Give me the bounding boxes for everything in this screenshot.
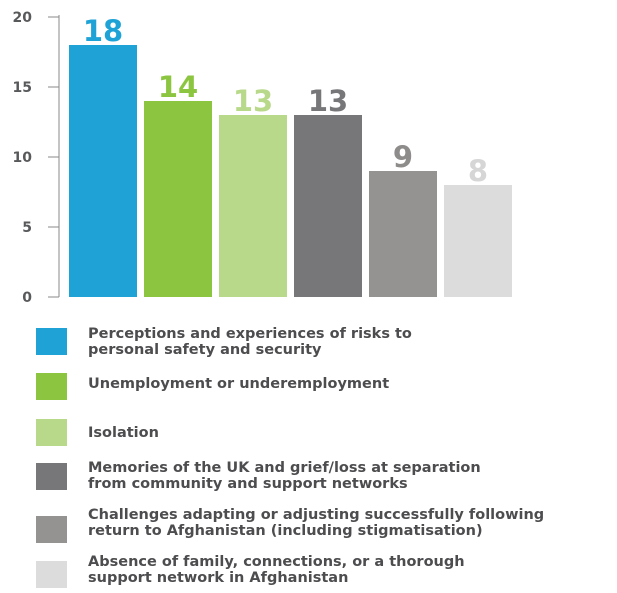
- bar: [369, 171, 437, 297]
- y-tick-label: 10: [13, 150, 33, 166]
- bar: [444, 185, 512, 297]
- legend-swatch: [36, 328, 67, 355]
- legend-swatch: [36, 373, 67, 400]
- bar: [69, 45, 137, 297]
- legend-label: Perceptions and experiences of risks to …: [88, 326, 412, 358]
- bar-value-label: 13: [233, 84, 273, 118]
- bar-value-label: 13: [308, 84, 348, 118]
- y-tick-label: 15: [13, 80, 32, 96]
- legend-swatch: [36, 463, 67, 490]
- legend-swatch: [36, 516, 67, 543]
- bar: [294, 115, 362, 297]
- bar: [219, 115, 287, 297]
- legend-swatch: [36, 419, 67, 446]
- bars: [69, 45, 512, 297]
- y-tick-label: 0: [22, 290, 32, 306]
- bar-value-label: 9: [393, 140, 413, 174]
- bar: [144, 101, 212, 297]
- bar-value-label: 18: [83, 14, 123, 48]
- y-axis: 0 5 10 15 20: [13, 10, 60, 306]
- legend-swatch: [36, 561, 67, 588]
- bar-value-label: 14: [158, 70, 198, 104]
- legend-label: Unemployment or underemployment: [88, 376, 390, 392]
- legend-label: Absence of family, connections, or a tho…: [88, 554, 465, 586]
- y-tick-label: 20: [13, 10, 33, 26]
- y-tick-label: 5: [22, 220, 32, 236]
- bar-value-label: 8: [468, 154, 488, 188]
- legend-label: Isolation: [88, 425, 159, 441]
- legend-label: Challenges adapting or adjusting success…: [88, 507, 545, 539]
- bar-chart: 0 5 10 15 20 18 14 13 13 9 8: [13, 10, 512, 306]
- data-labels: 18 14 13 13 9 8: [83, 14, 488, 188]
- legend-label: Memories of the UK and grief/loss at sep…: [88, 460, 481, 492]
